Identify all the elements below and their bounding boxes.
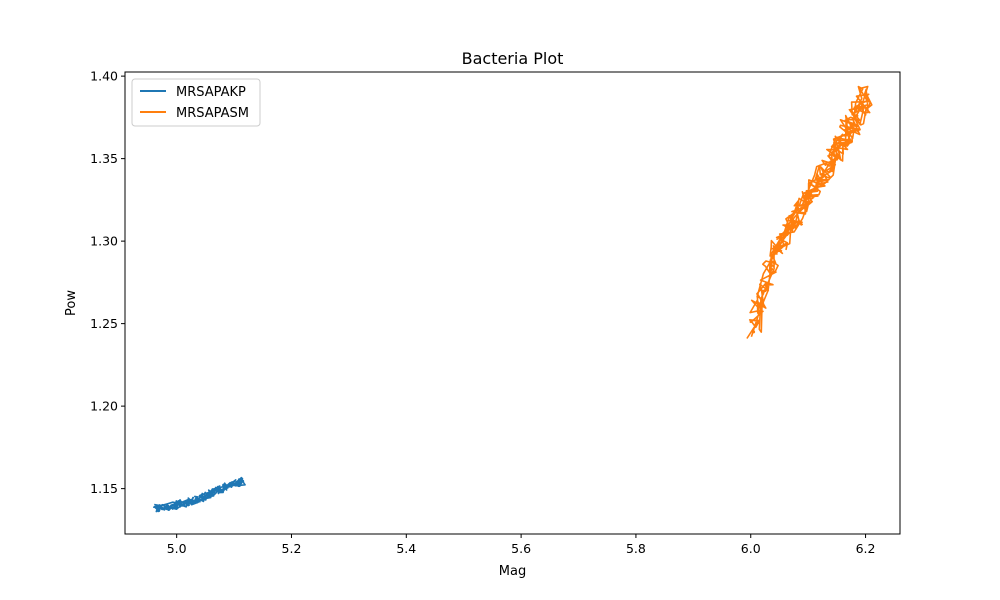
data-point-mrsapasm: [838, 143, 842, 147]
data-point-mrsapakp: [172, 504, 176, 507]
chart-title: Bacteria Plot: [462, 49, 564, 68]
data-point-mrsapakp: [224, 485, 227, 489]
data-point-mrsapakp: [166, 504, 170, 508]
data-point-mrsapakp: [155, 506, 159, 510]
data-point-mrsapakp: [229, 483, 233, 487]
y-tick-label: 1.35: [90, 151, 118, 166]
data-point-mrsapakp: [235, 481, 239, 485]
data-point-mrsapakp: [178, 502, 181, 506]
y-tick-label: 1.15: [90, 481, 118, 496]
data-point-mrsapasm: [821, 173, 824, 177]
y-axis-label: Pow: [64, 290, 79, 316]
data-point-mrsapasm: [803, 203, 807, 207]
x-axis-ticks: 5.0 5.2 5.4 5.6 5.8 6.0 6.2: [167, 534, 876, 556]
data-point-mrsapasm: [855, 114, 859, 118]
data-point-mrsapakp: [212, 490, 216, 494]
x-tick-label: 5.2: [282, 541, 302, 556]
data-point-mrsapasm: [861, 104, 865, 108]
data-point-mrsapakp: [218, 488, 222, 491]
data-point-mrsapasm: [775, 247, 779, 251]
data-point-mrsapakp: [206, 493, 210, 497]
data-point-mrsapasm: [844, 134, 847, 137]
series-layer: [153, 85, 873, 513]
data-point-mrsapasm: [769, 264, 773, 268]
data-point-mrsapasm: [832, 153, 836, 157]
data-point-mrsapasm: [809, 193, 813, 197]
y-tick-label: 1.20: [90, 399, 118, 414]
y-axis-ticks: 1.15 1.20 1.25 1.30 1.35 1.40: [90, 69, 125, 496]
data-point-mrsapakp: [183, 501, 187, 505]
data-point-mrsapasm: [780, 239, 784, 243]
x-tick-label: 5.8: [626, 541, 646, 556]
data-point-mrsapakp: [241, 479, 245, 483]
x-axis-label: Mag: [499, 564, 526, 579]
x-tick-label: 5.0: [167, 541, 187, 556]
x-tick-label: 6.0: [741, 541, 761, 556]
y-tick-label: 1.30: [90, 234, 118, 249]
data-point-mrsapasm: [849, 124, 853, 128]
legend-label-mrsapakp: MRSAPAKP: [176, 85, 246, 100]
axes-frame: [124, 71, 901, 535]
plot-area: [124, 71, 901, 535]
y-tick-label: 1.25: [90, 316, 118, 331]
series-trace-mrsapasm: [746, 85, 873, 339]
legend: MRSAPAKP MRSAPASM: [131, 78, 261, 127]
data-point-mrsapakp: [189, 499, 193, 503]
data-point-mrsapasm: [752, 330, 756, 334]
legend-label-mrsapasm: MRSAPASM: [176, 106, 249, 121]
data-point-mrsapasm: [815, 183, 819, 187]
x-tick-label: 5.6: [511, 541, 531, 556]
data-point-mrsapakp: [160, 507, 164, 511]
x-tick-label: 5.4: [396, 541, 416, 556]
data-point-mrsapasm: [786, 226, 790, 230]
data-point-mrsapakp: [201, 495, 204, 499]
data-point-mrsapasm: [826, 163, 830, 167]
x-tick-label: 6.2: [856, 541, 876, 556]
y-tick-label: 1.40: [90, 69, 118, 84]
data-point-mrsapasm: [864, 92, 868, 96]
data-point-mrsapasm: [792, 219, 796, 223]
data-point-mrsapasm: [798, 209, 801, 213]
data-point-mrsapasm: [763, 289, 767, 293]
data-point-mrsapasm: [757, 302, 761, 306]
data-point-mrsapakp: [195, 498, 199, 502]
